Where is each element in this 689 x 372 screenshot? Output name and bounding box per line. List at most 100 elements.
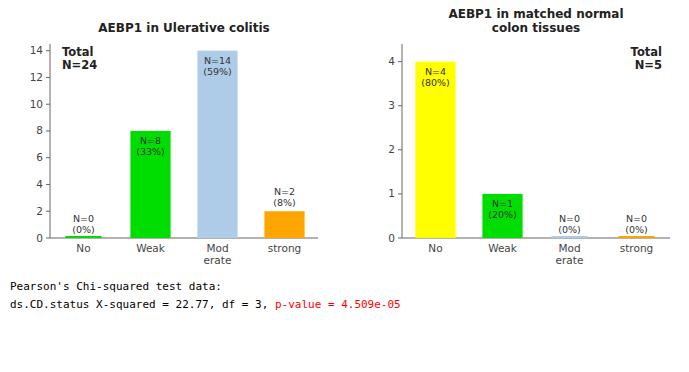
chart-panel: AEBP1 in Ulerative colitis 0 2 4 6 8 10 12 14 N=0…	[30, 21, 318, 266]
bar	[482, 194, 522, 238]
x-tick-label-line: erate	[204, 254, 232, 266]
total-annotation: TotalN=24	[62, 45, 97, 72]
data-label: N=0(0%)	[625, 213, 647, 235]
bar	[551, 236, 587, 238]
bar	[130, 131, 170, 238]
bar	[415, 62, 455, 238]
bar	[65, 236, 101, 238]
footer-text: ds.CD.status X-squared = 22.77, df = 3,	[10, 298, 275, 311]
data-label-line: (59%)	[203, 66, 232, 77]
total-annotation-line: Total	[62, 45, 93, 59]
y-tick	[46, 130, 50, 131]
y-tick	[46, 104, 50, 105]
bar	[618, 236, 654, 238]
total-annotation-line: N=24	[62, 58, 97, 72]
data-label: N=4(80%)	[421, 66, 450, 88]
footer-line: ds.CD.status X-squared = 22.77, df = 3, …	[10, 298, 401, 311]
total-annotation-line: N=5	[635, 58, 662, 72]
y-tick-label: 6	[36, 151, 43, 163]
total-annotation: TotalN=5	[631, 45, 662, 72]
y-tick	[46, 77, 50, 78]
footer-text: Pearson's Chi-squared test data:	[10, 280, 222, 293]
y-tick-label: 12	[30, 71, 43, 83]
chart-title-line: AEBP1 in matched normal	[448, 7, 623, 21]
y-axis	[50, 44, 51, 238]
bar	[197, 51, 237, 238]
y-tick-label: 10	[30, 98, 43, 110]
x-tick-label-line: strong	[620, 242, 653, 254]
chart-panel: AEBP1 in matched normalcolon tissues 0 1 2 3…	[388, 7, 670, 266]
bars	[415, 62, 654, 238]
data-labels: N=0(0%) N=8(33%) N=14(59%) N=2(8%)	[72, 55, 295, 235]
y-tick	[46, 157, 50, 158]
x-tick-label-line: erate	[556, 254, 584, 266]
x-tick-label-line: No	[76, 242, 90, 254]
footer-line: Pearson's Chi-squared test data:	[10, 280, 222, 293]
y-axis	[402, 44, 403, 238]
x-tick-label: Moderate	[556, 242, 584, 266]
figure: AEBP1 in Ulerative colitis02468101214N=0…	[0, 0, 689, 372]
data-label-line: N=2	[274, 186, 295, 197]
data-label: N=1(20%)	[488, 198, 517, 220]
data-label-line: N=0	[559, 213, 580, 224]
data-label-line: (80%)	[421, 77, 450, 88]
data-label: N=0(0%)	[558, 213, 580, 235]
x-tick-label-line: Weak	[488, 242, 518, 254]
x-tick-label-line: Mod	[206, 242, 228, 254]
y-tick	[46, 50, 50, 51]
x-tick-label-line: strong	[268, 242, 301, 254]
y-tick	[398, 149, 402, 150]
data-label: N=2(8%)	[273, 186, 295, 208]
x-tick-label: No	[76, 242, 90, 254]
data-label-line: (8%)	[273, 197, 295, 208]
bars	[65, 51, 304, 238]
y-tick	[46, 238, 50, 239]
data-label: N=14(59%)	[203, 55, 232, 77]
data-label-line: N=4	[425, 66, 446, 77]
data-label-line: N=0	[626, 213, 647, 224]
data-label-line: N=8	[140, 135, 161, 146]
y-tick	[398, 105, 402, 106]
data-label-line: N=14	[204, 55, 231, 66]
data-label-line: (0%)	[625, 224, 647, 235]
data-label: N=8(33%)	[136, 135, 165, 157]
bar	[264, 211, 304, 238]
chart-title: AEBP1 in matched normalcolon tissues	[448, 7, 623, 35]
x-tick-label: strong	[268, 242, 301, 254]
data-label-line: (33%)	[136, 146, 165, 157]
data-label-line: (0%)	[72, 224, 94, 235]
y-tick	[398, 61, 402, 62]
x-tick-label-line: Mod	[558, 242, 580, 254]
x-tick-label: Weak	[488, 242, 518, 254]
data-label-line: (0%)	[558, 224, 580, 235]
chart-title-line: AEBP1 in Ulerative colitis	[98, 21, 269, 35]
y-tick-label: 2	[36, 205, 43, 217]
y-tick-label: 0	[388, 232, 395, 244]
x-tick-label: Weak	[136, 242, 166, 254]
y-tick	[46, 184, 50, 185]
y-tick-label: 4	[36, 178, 43, 190]
footer-text: p-value = 4.509e-05	[275, 298, 401, 311]
y-tick-label: 2	[388, 143, 395, 155]
data-label: N=0(0%)	[72, 213, 94, 235]
y-tick-label: 3	[388, 99, 395, 111]
y-tick-label: 14	[30, 44, 44, 56]
y-tick-label: 1	[388, 187, 395, 199]
x-tick-label-line: Weak	[136, 242, 166, 254]
data-label-line: (20%)	[488, 209, 517, 220]
y-tick	[398, 238, 402, 239]
chart-title: AEBP1 in Ulerative colitis	[98, 21, 269, 35]
x-tick-label: strong	[620, 242, 653, 254]
data-labels: N=4(80%)N=1(20%)N=0(0%)N=0(0%)	[421, 66, 648, 235]
x-tick-label-line: No	[428, 242, 442, 254]
data-label-line: N=1	[492, 198, 513, 209]
total-annotation-line: Total	[631, 45, 662, 59]
y-tick-label: 0	[36, 232, 43, 244]
y-tick	[398, 193, 402, 194]
y-tick-label: 8	[36, 124, 43, 136]
data-label-line: N=0	[73, 213, 94, 224]
y-tick-label: 4	[388, 55, 395, 67]
x-tick-label: No	[428, 242, 442, 254]
chart-title-line: colon tissues	[492, 21, 580, 35]
y-tick	[46, 211, 50, 212]
